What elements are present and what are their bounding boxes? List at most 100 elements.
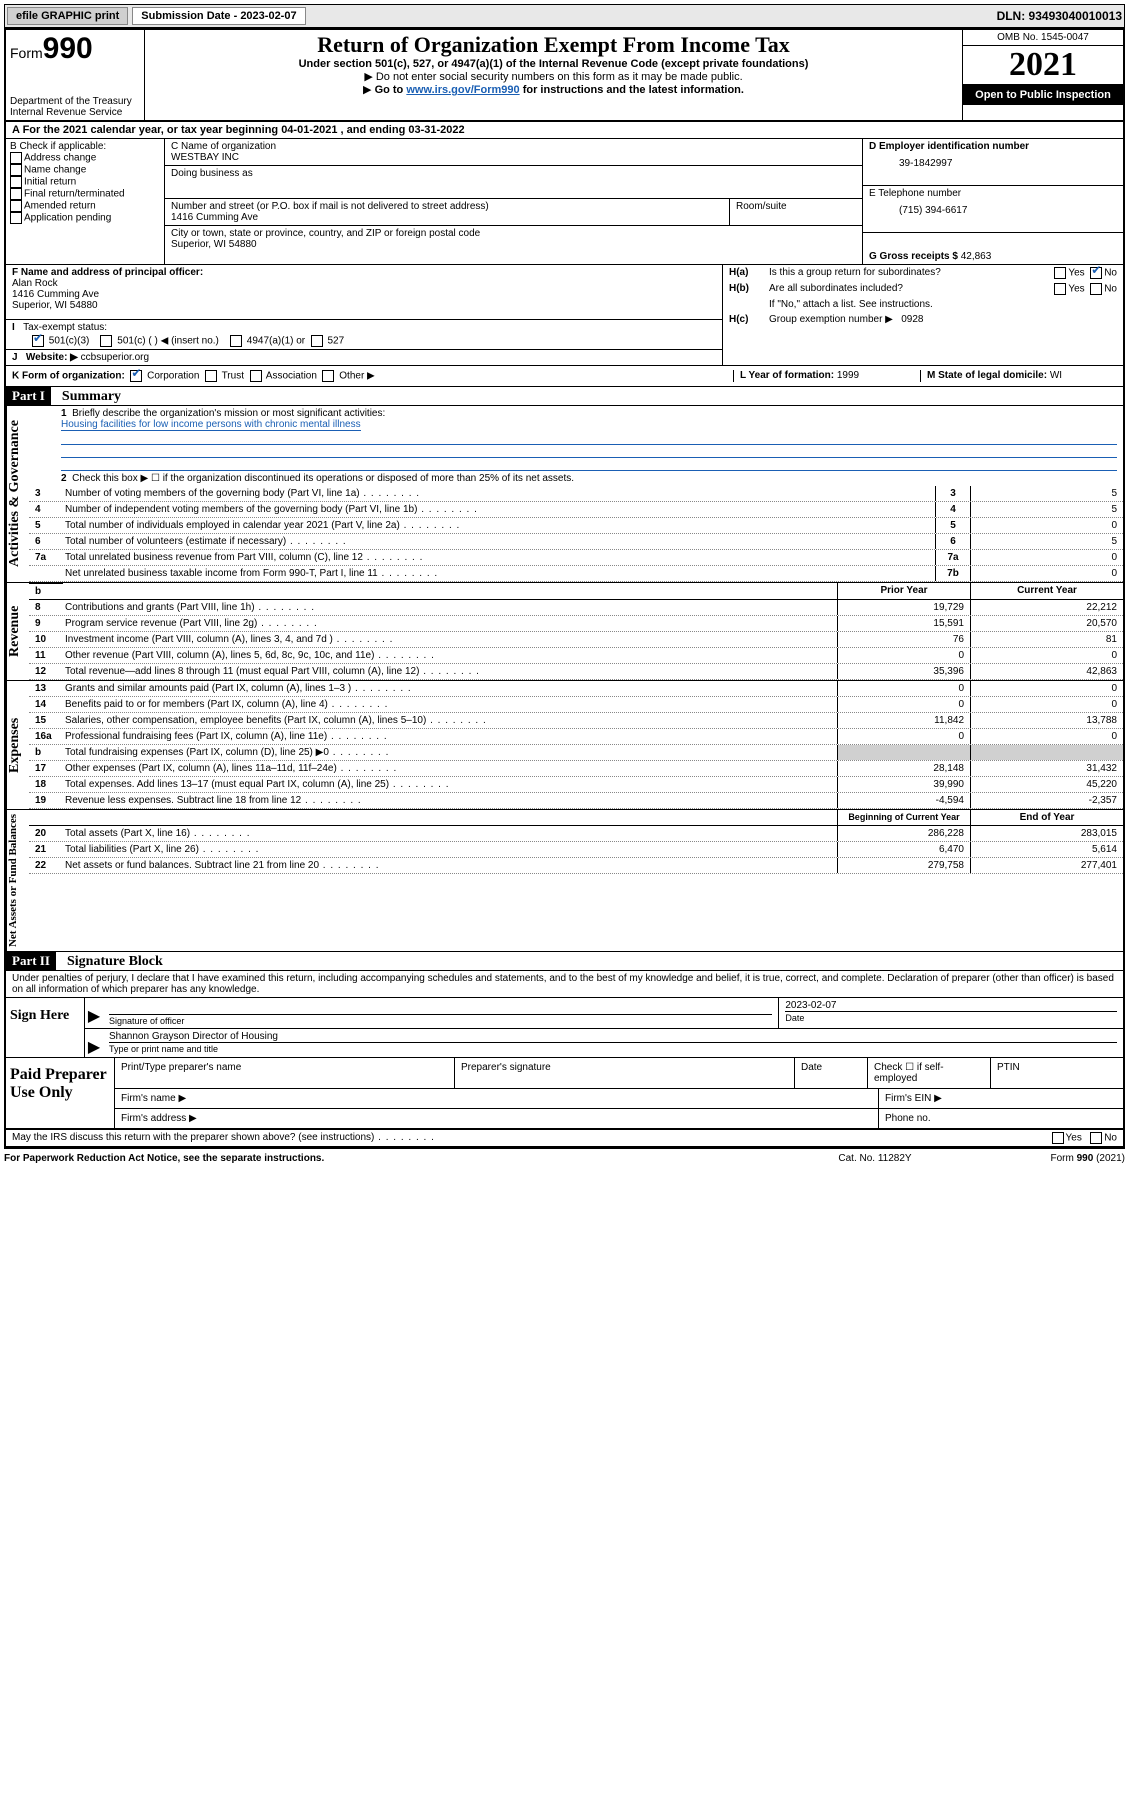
b-opt: Amended return: [10, 200, 160, 212]
summary-line: 20Total assets (Part X, line 16)286,2282…: [29, 826, 1123, 842]
d-tel-value: (715) 394-6617: [869, 199, 1117, 216]
summary-line: Net unrelated business taxable income fr…: [29, 566, 1123, 582]
efile-print-button[interactable]: efile GRAPHIC print: [7, 7, 128, 25]
discuss-row: May the IRS discuss this return with the…: [6, 1130, 1123, 1147]
irs-link[interactable]: www.irs.gov/Form990: [406, 84, 519, 96]
checkbox-ha-yes[interactable]: [1054, 267, 1066, 279]
checkbox-name-change[interactable]: [10, 164, 22, 176]
f-addr1: 1416 Cumming Ave: [12, 289, 99, 300]
summary-line: 22Net assets or fund balances. Subtract …: [29, 858, 1123, 874]
row-l: L Year of formation: 1999: [733, 370, 920, 382]
row-a-tax-year: A For the 2021 calendar year, or tax yea…: [6, 122, 1123, 139]
f-officer: F Name and address of principal officer:…: [6, 265, 722, 320]
pt-name-label: Print/Type preparer's name: [115, 1058, 455, 1088]
blue-rule: [61, 445, 1117, 458]
pt-date-label: Date: [795, 1058, 868, 1088]
d-tel-label: E Telephone number: [869, 188, 1117, 199]
side-revenue: Revenue: [6, 583, 29, 680]
summary-line: 21Total liabilities (Part X, line 26)6,4…: [29, 842, 1123, 858]
sign-here-block: Sign Here ▶ Signature of officer 2023-02…: [6, 998, 1123, 1058]
checkbox-final-return[interactable]: [10, 188, 22, 200]
checkbox-address-change[interactable]: [10, 152, 22, 164]
checkbox-assoc[interactable]: [250, 370, 262, 382]
pt-sig-label: Preparer's signature: [455, 1058, 795, 1088]
col-d-contact: D Employer identification number 39-1842…: [863, 139, 1123, 264]
open-public-badge: Open to Public Inspection: [963, 85, 1123, 105]
b-opt: Name change: [10, 164, 160, 176]
c-city-label: City or town, state or province, country…: [171, 228, 856, 239]
firm-name-label: Firm's name ▶: [115, 1089, 879, 1108]
header-mid: Return of Organization Exempt From Incom…: [145, 30, 962, 120]
note-goto: Go to www.irs.gov/Form990 for instructio…: [153, 83, 954, 96]
checkbox-527[interactable]: [311, 335, 323, 347]
ptin-label: PTIN: [991, 1058, 1123, 1088]
col-current: Current Year: [970, 583, 1123, 599]
name-title-label: Type or print name and title: [109, 1042, 1117, 1054]
d-ein-cell: D Employer identification number 39-1842…: [863, 139, 1123, 186]
c-street-cell: Number and street (or P.O. box if mail i…: [165, 199, 730, 225]
row-klm: K Form of organization: Corporation Trus…: [6, 366, 1123, 387]
col-b-checkboxes: B Check if applicable: Address change Na…: [6, 139, 165, 264]
form-label: Form: [10, 45, 43, 61]
col-end: End of Year: [970, 810, 1123, 825]
summary-line: 16aProfessional fundraising fees (Part I…: [29, 729, 1123, 745]
checkbox-hb-yes[interactable]: [1054, 283, 1066, 295]
checkbox-ha-no[interactable]: [1090, 267, 1102, 279]
summary-line: 17Other expenses (Part IX, column (A), l…: [29, 761, 1123, 777]
c-room-cell: Room/suite: [730, 199, 862, 225]
summary-line: 12Total revenue—add lines 8 through 11 (…: [29, 664, 1123, 680]
checkbox-discuss-yes[interactable]: [1052, 1132, 1064, 1144]
form-subtitle: Under section 501(c), 527, or 4947(a)(1)…: [153, 58, 954, 70]
checkbox-hb-no[interactable]: [1090, 283, 1102, 295]
checkbox-other[interactable]: [322, 370, 334, 382]
date-label: Date: [785, 1011, 1117, 1023]
q2-row: 2 Check this box ▶ ☐ if the organization…: [29, 471, 1123, 486]
pt-check-label: Check ☐ if self-employed: [868, 1058, 991, 1088]
note-ssn: Do not enter social security numbers on …: [153, 70, 954, 83]
blue-rule: [61, 458, 1117, 471]
hb-label: Are all subordinates included?: [769, 283, 1054, 295]
firm-ein-label: Firm's EIN ▶: [879, 1089, 1123, 1108]
signature-field[interactable]: Signature of officer: [103, 998, 779, 1028]
hc-value: 0928: [901, 314, 923, 325]
checkbox-amended[interactable]: [10, 200, 22, 212]
footer-right: Form 990 (2021): [975, 1153, 1125, 1164]
b-opt: Address change: [10, 152, 160, 164]
c-name-label: C Name of organization: [171, 141, 856, 152]
arrow-icon: ▶: [85, 998, 103, 1028]
checkbox-discuss-no[interactable]: [1090, 1132, 1102, 1144]
declaration-text: Under penalties of perjury, I declare th…: [6, 971, 1123, 998]
name-title-value: Shannon Grayson Director of Housing: [109, 1031, 1117, 1042]
b-opt: Final return/terminated: [10, 188, 160, 200]
q1-row: 1 Briefly describe the organization's mi…: [29, 406, 1123, 432]
checkbox-initial-return[interactable]: [10, 176, 22, 188]
part-i-title: Summary: [54, 389, 121, 404]
part-ii-header-row: Part II Signature Block: [6, 951, 1123, 971]
submission-date: Submission Date - 2023-02-07: [132, 7, 305, 25]
k-label: K Form of organization:: [12, 371, 125, 382]
section-fgh: F Name and address of principal officer:…: [6, 265, 1123, 366]
col-c-org-info: C Name of organization WESTBAY INC Doing…: [165, 139, 863, 264]
checkbox-4947[interactable]: [230, 335, 242, 347]
checkbox-corp[interactable]: [130, 370, 142, 382]
c-name-value: WESTBAY INC: [171, 152, 856, 163]
checkbox-501c[interactable]: [100, 335, 112, 347]
dln-label: DLN: 93493040010013: [997, 9, 1122, 23]
summary-line: 14Benefits paid to or for members (Part …: [29, 697, 1123, 713]
checkbox-app-pending[interactable]: [10, 212, 22, 224]
row-j-website: J Website: ▶ ccbsuperior.org: [6, 350, 722, 365]
q1-text: Briefly describe the organization's miss…: [72, 408, 385, 419]
paid-preparer-label: Paid Preparer Use Only: [6, 1058, 115, 1128]
header-left: Form990 Department of the Treasury Inter…: [6, 30, 145, 120]
j-label: Website: ▶: [26, 352, 78, 363]
f-label: F Name and address of principal officer:: [12, 267, 203, 278]
c-name-cell: C Name of organization WESTBAY INC: [165, 139, 862, 166]
form-header: Form990 Department of the Treasury Inter…: [6, 30, 1123, 122]
checkbox-501c3[interactable]: [32, 335, 44, 347]
d-ein-label: D Employer identification number: [869, 141, 1029, 152]
ha-label: Is this a group return for subordinates?: [769, 267, 1054, 279]
omb-number: OMB No. 1545-0047: [963, 30, 1123, 46]
checkbox-trust[interactable]: [205, 370, 217, 382]
part-i-badge: Part I: [6, 387, 51, 405]
c-room-label: Room/suite: [736, 201, 856, 212]
